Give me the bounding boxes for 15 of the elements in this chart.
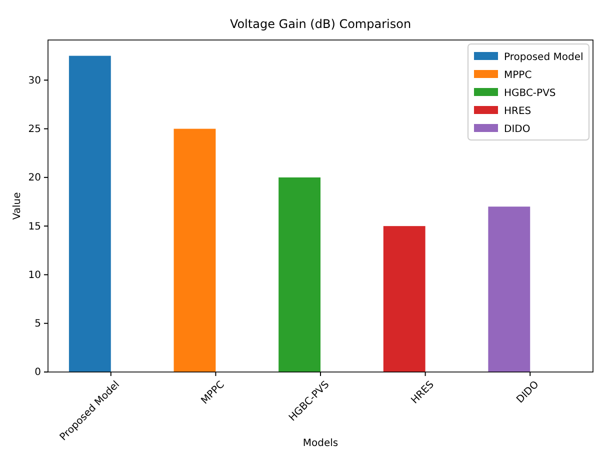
legend-label: MPPC [504, 70, 532, 81]
y-tick-label: 10 [28, 270, 41, 281]
legend-label: HGBC-PVS [504, 88, 556, 99]
y-axis-title: Value [12, 192, 23, 220]
x-axis-title: Models [302, 438, 338, 449]
y-tick-label: 25 [28, 124, 41, 135]
legend-label: HRES [504, 106, 532, 117]
chart-title: Voltage Gain (dB) Comparison [230, 17, 412, 31]
legend-label: Proposed Model [504, 52, 584, 63]
legend-label: DIDO [504, 124, 530, 135]
y-tick-label: 15 [28, 221, 41, 232]
y-tick-label: 0 [34, 367, 41, 378]
y-tick-label: 20 [28, 172, 41, 184]
y-tick-label: 5 [34, 318, 41, 330]
y-tick-label: 30 [28, 75, 41, 86]
